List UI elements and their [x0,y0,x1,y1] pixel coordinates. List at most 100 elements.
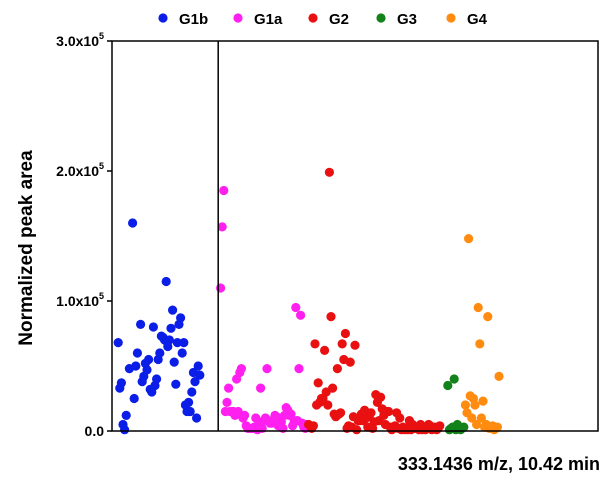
data-point [217,222,227,232]
data-point [121,410,131,420]
data-point [296,310,306,320]
data-point [192,413,202,423]
data-point [337,339,347,349]
data-point [190,377,200,387]
y-tick-label: 1.0x105 [56,291,104,309]
data-point [366,408,376,418]
data-point [435,421,445,431]
y-axis-title: Normalized peak area [16,150,37,346]
legend-label: G1a [254,11,283,28]
data-point [336,408,346,418]
data-point [340,328,350,339]
data-point [320,345,330,355]
legend-marker [158,13,168,23]
legend-marker [376,13,386,23]
data-point [142,365,152,375]
data-points [113,167,504,435]
data-point [216,283,226,293]
data-point [460,400,470,410]
data-point [291,302,301,313]
data-point [376,392,386,402]
data-point [467,413,477,423]
data-point [120,425,130,435]
legend-label: G4 [467,11,488,28]
data-point [492,422,502,432]
data-point [171,379,181,389]
data-point [172,338,182,348]
data-point [219,185,229,196]
data-point [144,354,154,365]
data-point [152,374,162,384]
series-g1a [216,185,312,435]
data-point [478,396,488,406]
data-point [473,302,483,313]
y-tick-label: 2.0x105 [56,161,104,179]
y-tick-label: 3.0x105 [56,31,104,49]
data-point [262,364,272,374]
data-point [464,234,474,244]
data-point [179,338,189,348]
data-point [131,361,141,371]
data-point [222,397,232,407]
data-point [161,276,171,287]
data-point [187,387,197,397]
data-point [193,361,203,371]
data-point [236,364,246,374]
data-point [443,380,453,391]
plot-frame [111,40,599,432]
data-point [164,335,174,345]
data-point [308,421,318,431]
data-point [475,339,485,349]
data-point [294,364,304,374]
data-point [324,167,334,177]
data-point [472,419,482,430]
data-point [332,364,342,374]
data-point [176,313,186,323]
data-point [240,410,250,420]
data-point [352,425,362,435]
data-point [323,400,333,410]
data-point [132,348,142,358]
legend-marker [308,13,318,23]
legend: G1b G1a G2 G3 G4 [158,11,488,28]
series-g4 [460,234,504,435]
data-point [459,422,469,432]
data-point [184,397,194,407]
data-point [113,338,123,348]
y-tick-label: 0.0 [85,423,105,439]
data-point [155,348,165,358]
series-g2 [304,167,445,435]
data-point [136,319,146,329]
data-point [128,218,138,228]
data-point [177,348,187,358]
data-point [494,371,504,381]
data-point [256,383,266,393]
series-g1b [113,218,205,435]
data-point [328,383,338,393]
data-point [350,340,360,350]
data-point [169,357,179,367]
data-point [185,406,195,417]
data-point [129,393,139,404]
data-point [168,305,178,315]
data-point [470,400,480,410]
data-point [310,339,320,349]
legend-label: G2 [329,11,349,28]
data-point [195,370,205,380]
data-point [224,383,234,393]
data-point [326,312,336,322]
data-point [395,413,405,423]
data-point [476,413,486,423]
data-point [345,357,355,367]
data-point [449,374,459,384]
y-axis-ticks: 0.0 1.0x105 2.0x105 3.0x105 [56,31,112,439]
data-point [166,323,176,333]
data-point [116,378,126,388]
data-point [148,322,158,332]
legend-label: G1b [179,11,208,28]
data-point [384,406,394,417]
legend-label: G3 [397,11,417,28]
data-point [483,312,493,322]
chart-caption: 333.1436 m/z, 10.42 min [398,454,600,474]
